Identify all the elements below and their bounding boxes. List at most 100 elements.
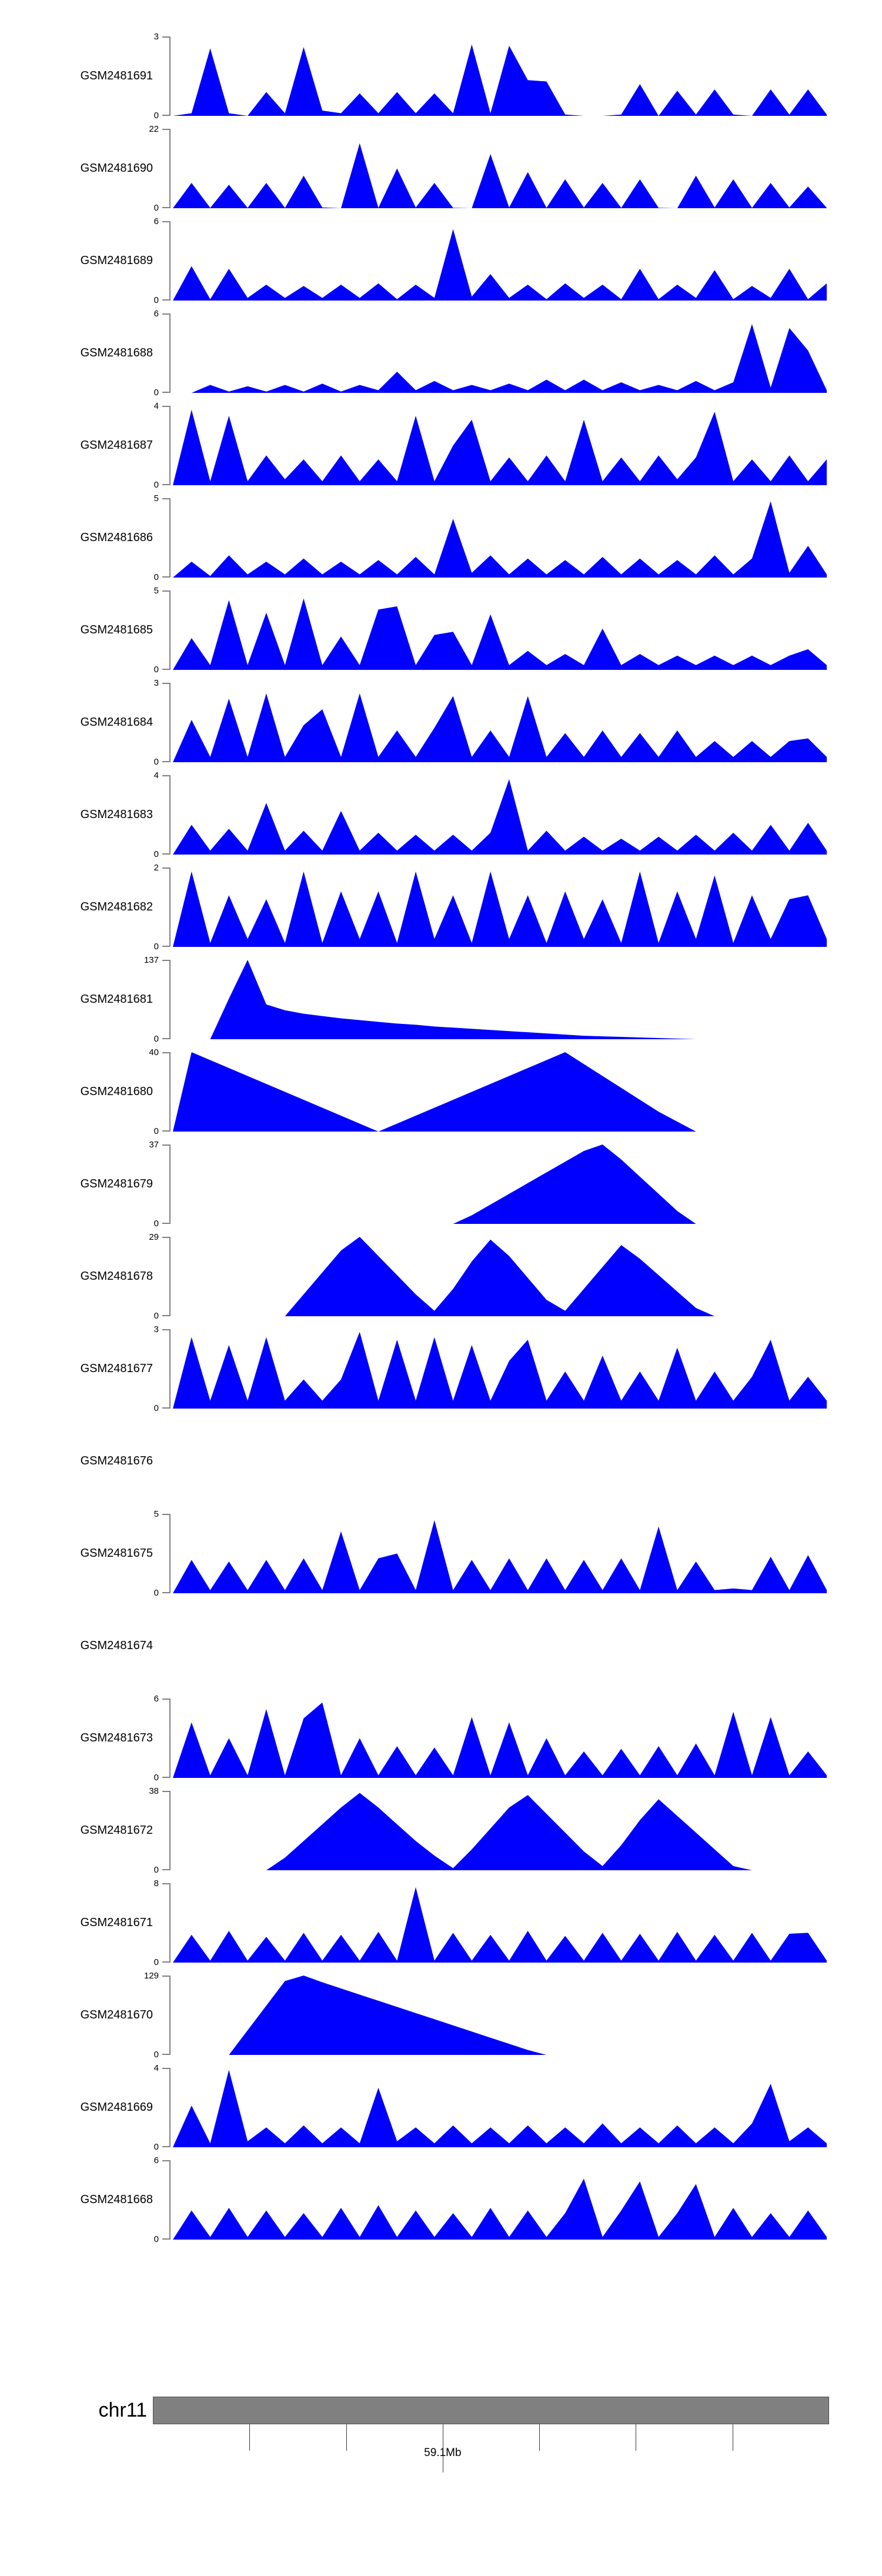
coverage-plot[interactable] (173, 775, 827, 855)
y-axis-line (169, 406, 171, 485)
coverage-track: GSM2481670 129 0 (0, 1971, 882, 2059)
coverage-plot[interactable] (173, 406, 827, 485)
y-axis-tick-max (162, 775, 171, 776)
coverage-plot[interactable] (173, 1699, 827, 1778)
coverage-track: GSM2481673 6 0 (0, 1694, 882, 1782)
y-axis-line (169, 683, 171, 762)
track-sample-label: GSM2481689 (80, 253, 153, 267)
chromosome-position-label: 59.1Mb (424, 2447, 462, 2459)
y-axis-max-label: 137 (143, 955, 159, 965)
y-axis-min-label: 0 (153, 1588, 159, 1598)
track-sample-label: GSM2481676 (80, 1454, 153, 1467)
coverage-plot[interactable] (173, 1976, 827, 2055)
y-axis-tick-max (162, 960, 171, 961)
y-axis-max-label: 22 (149, 124, 159, 134)
coverage-area-svg (173, 1520, 827, 1593)
track-sample-label: GSM2481686 (80, 530, 153, 544)
coverage-plot[interactable] (173, 129, 827, 208)
y-axis-min-label: 0 (153, 111, 159, 121)
coverage-plot[interactable] (173, 867, 827, 947)
coverage-area-svg (173, 1144, 827, 1224)
coverage-track: GSM2481683 4 0 (0, 771, 882, 859)
y-axis-max-label: 38 (149, 1786, 159, 1796)
y-axis-max-label: 2 (153, 863, 159, 873)
y-axis-min-label: 0 (153, 1311, 159, 1321)
y-axis-line (169, 1514, 171, 1593)
y-axis-min-label: 0 (153, 295, 159, 305)
coverage-area (173, 1520, 827, 1593)
y-axis-line (169, 1976, 171, 2055)
coverage-track: GSM2481684 3 0 (0, 679, 882, 766)
y-axis-line (169, 1883, 171, 1963)
y-axis-tick-min (162, 761, 171, 762)
y-axis-tick-max (162, 36, 171, 38)
coverage-plot[interactable] (173, 1144, 827, 1224)
coverage-area (173, 324, 827, 393)
coverage-plot[interactable] (173, 1791, 827, 1870)
chromosome-tick (346, 2424, 347, 2451)
coverage-area (173, 779, 827, 855)
chromosome-label: chr11 (98, 2399, 147, 2421)
track-sample-label: GSM2481680 (80, 1085, 153, 1098)
coverage-area (173, 1052, 827, 1132)
y-axis-tick-min (162, 853, 171, 855)
y-axis-line (169, 129, 171, 208)
y-axis-max-label: 6 (153, 1694, 159, 1704)
coverage-track: GSM2481674 (0, 1606, 882, 1686)
coverage-plot[interactable] (173, 498, 827, 578)
track-sample-label: GSM2481677 (80, 1362, 153, 1375)
coverage-area (173, 1237, 827, 1316)
coverage-plot[interactable] (173, 1052, 827, 1132)
y-axis-max-label: 37 (149, 1140, 159, 1150)
coverage-area-svg (173, 44, 827, 116)
coverage-plot[interactable] (173, 2160, 827, 2240)
coverage-track: GSM2481668 6 0 (0, 2156, 882, 2244)
coverage-plot[interactable] (173, 1883, 827, 1963)
coverage-plot[interactable] (173, 36, 827, 116)
coverage-track: GSM2481669 4 0 (0, 2064, 882, 2151)
coverage-area (173, 1976, 827, 2055)
y-axis-tick-min (162, 484, 171, 485)
ideogram-section: chr11 59.1Mb (0, 2326, 882, 2502)
chromosome-bar[interactable] (153, 2397, 829, 2424)
coverage-track: GSM2481690 22 0 (0, 125, 882, 212)
coverage-plot[interactable] (173, 1514, 827, 1593)
y-axis-line (169, 1052, 171, 1132)
y-axis-line (169, 2068, 171, 2147)
coverage-track: GSM2481675 5 0 (0, 1510, 882, 1597)
coverage-area (173, 143, 827, 208)
y-axis-tick-min (162, 1038, 171, 1039)
coverage-track: GSM2481678 29 0 (0, 1233, 882, 1320)
y-axis-tick-max (162, 1329, 171, 1330)
track-sample-label: GSM2481690 (80, 161, 153, 175)
y-axis-min-label: 0 (153, 942, 159, 952)
coverage-track: GSM2481682 2 0 (0, 863, 882, 951)
y-axis-max-label: 5 (153, 1509, 159, 1519)
coverage-plot[interactable] (173, 1329, 827, 1409)
coverage-area-svg (173, 1702, 827, 1778)
coverage-plot[interactable] (173, 1237, 827, 1316)
track-sample-label: GSM2481678 (80, 1269, 153, 1283)
coverage-area-svg (173, 409, 827, 485)
y-axis-min-label: 0 (153, 1865, 159, 1875)
coverage-plot[interactable] (173, 221, 827, 301)
y-axis-max-label: 4 (153, 2063, 159, 2073)
coverage-track: GSM2481681 137 0 (0, 956, 882, 1043)
coverage-plot[interactable] (173, 313, 827, 393)
coverage-plot[interactable] (173, 683, 827, 762)
coverage-plot[interactable] (173, 2068, 827, 2147)
coverage-area-svg (173, 1332, 827, 1409)
coverage-area-svg (173, 229, 827, 301)
coverage-plot[interactable] (173, 960, 827, 1039)
y-axis-line (169, 1237, 171, 1316)
coverage-area-svg (173, 871, 827, 947)
coverage-plot[interactable] (173, 590, 827, 670)
coverage-area (173, 409, 827, 485)
y-axis-tick-max (162, 2160, 171, 2161)
